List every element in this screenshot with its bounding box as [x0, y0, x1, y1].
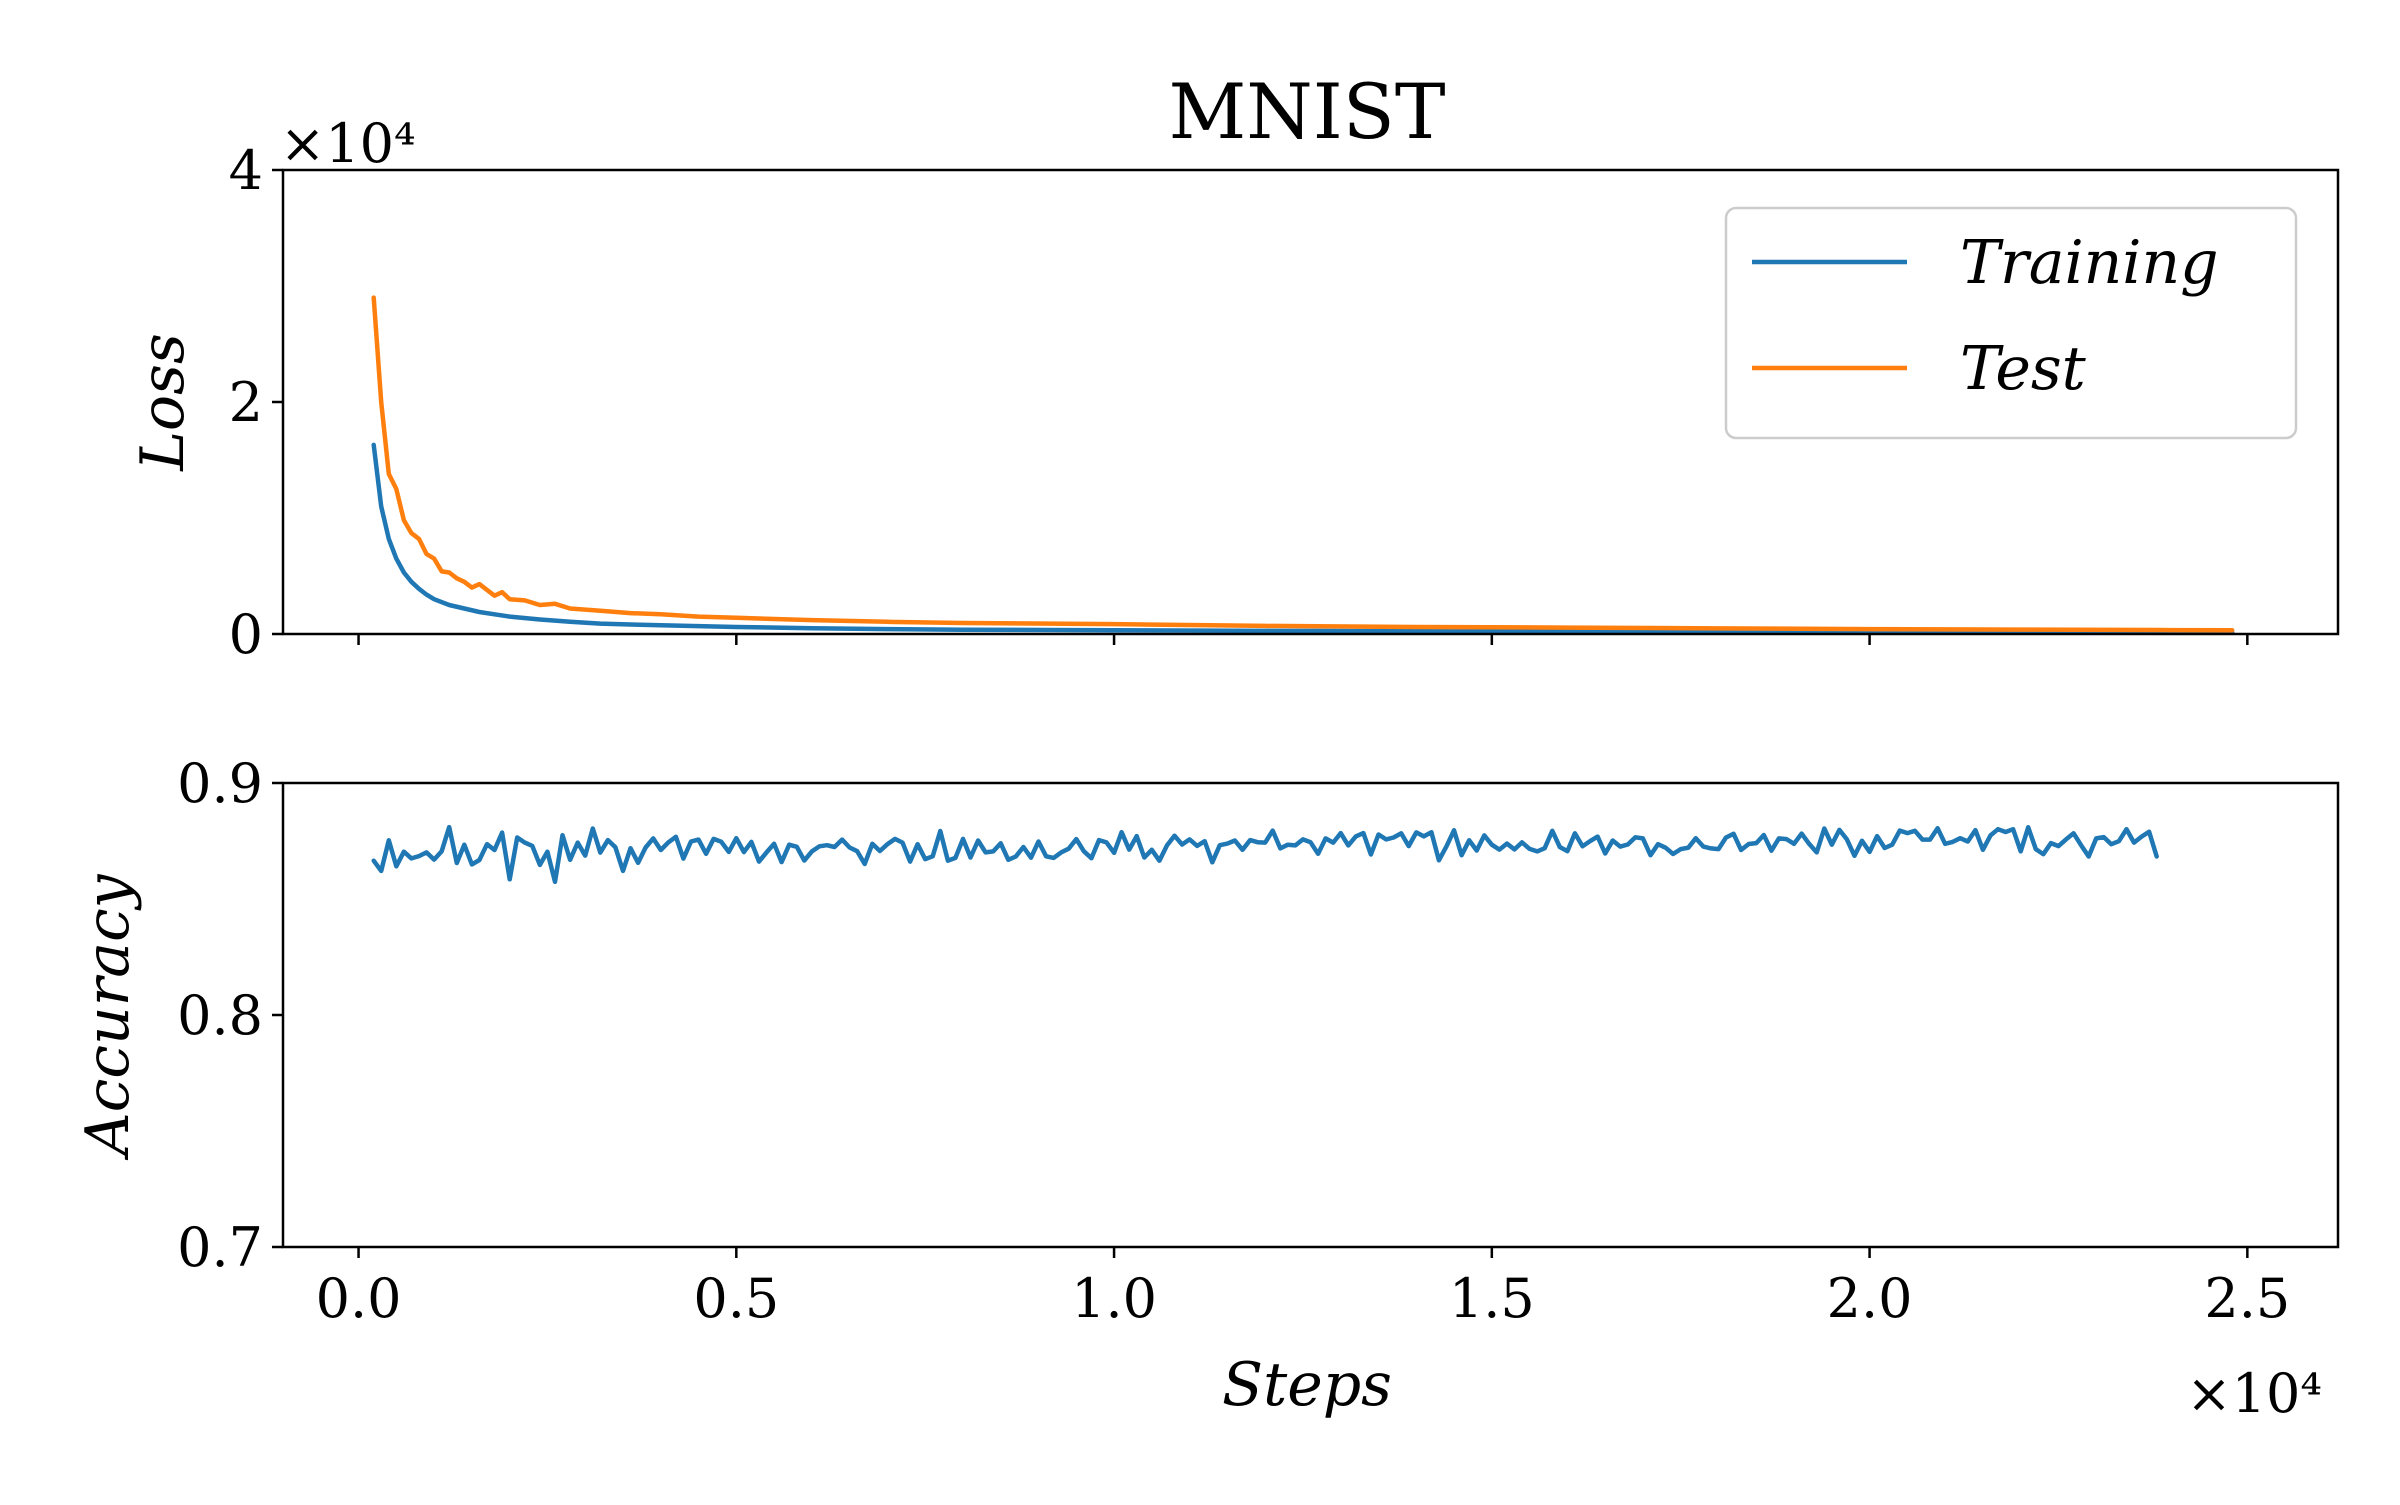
accuracy-y-tick-label: 0.9 — [177, 752, 263, 815]
loss-y-ticks: 0 2 4 — [229, 139, 283, 666]
accuracy-x-tick-label: 2.0 — [1827, 1267, 1913, 1330]
loss-y-offset-label: ×10⁴ — [280, 112, 416, 175]
accuracy-x-tick-label: 2.5 — [2204, 1267, 2290, 1330]
legend: Training Test — [1724, 206, 2298, 440]
legend-training-label: Training — [1960, 228, 2219, 298]
accuracy-y-tick-label: 0.7 — [177, 1216, 263, 1279]
accuracy-x-tick-label: 0.0 — [316, 1267, 402, 1330]
loss-plot: 0 2 4 ×10⁴ Loss Training Test — [128, 112, 2340, 666]
accuracy-x-tick-label: 0.5 — [693, 1267, 779, 1330]
loss-y-tick-label: 4 — [229, 139, 263, 202]
accuracy-series-group — [371, 824, 2159, 885]
accuracy-y-tick-label: 0.8 — [177, 984, 263, 1047]
accuracy-plot: 0.70.80.9 0.0 0.5 1.0 1.5 2.0 2.5 Steps ×10⁴ … — [73, 752, 2340, 1425]
accuracy-plot-frame — [281, 781, 2340, 1249]
loss-x-ticks — [357, 634, 2249, 645]
accuracy-x-tick-label: 1.0 — [1071, 1267, 1157, 1330]
x-offset-label: ×10⁴ — [2186, 1362, 2322, 1425]
accuracy-x-ticks: 0.0 0.5 1.0 1.5 2.0 2.5 — [316, 1247, 2290, 1330]
loss-y-tick-label: 2 — [229, 371, 263, 434]
loss-y-tick-label: 0 — [229, 603, 263, 666]
chart-title: MNIST — [1168, 67, 1445, 156]
loss-series-test — [371, 295, 2235, 633]
accuracy-x-tick-label: 1.5 — [1449, 1267, 1535, 1330]
loss-series-group — [371, 295, 2235, 635]
accuracy-series-line — [371, 824, 2159, 885]
accuracy-y-axis-label: Accuracy — [73, 873, 143, 1160]
x-axis-label: Steps — [1222, 1350, 1392, 1420]
accuracy-y-ticks: 0.7 0.8 0.9 — [177, 752, 283, 1279]
legend-frame — [1724, 206, 2298, 440]
loss-series-training — [371, 442, 2235, 635]
loss-y-axis-label: Loss — [128, 333, 198, 472]
legend-test-label: Test — [1960, 334, 2087, 404]
